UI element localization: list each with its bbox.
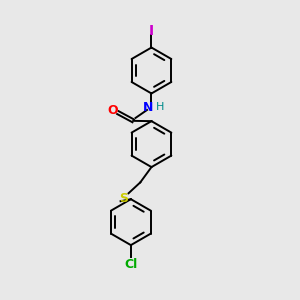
Text: O: O	[107, 104, 118, 117]
Text: H: H	[155, 102, 164, 112]
Text: I: I	[149, 24, 154, 38]
Text: Cl: Cl	[124, 258, 137, 271]
Text: S: S	[119, 192, 128, 205]
Text: N: N	[142, 100, 153, 113]
